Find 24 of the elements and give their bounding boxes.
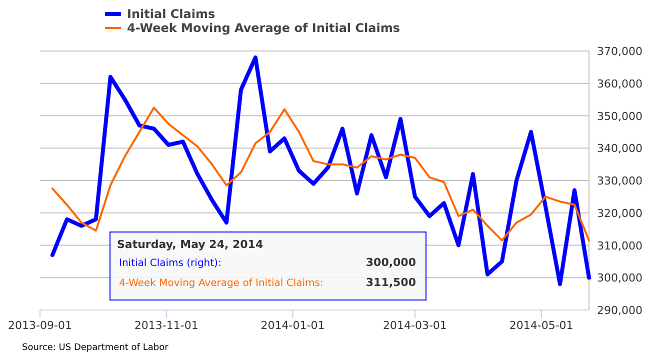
annotation: Saturday, May 24, 2014	[117, 238, 264, 251]
x-tick-label: 2013-09-01	[8, 319, 72, 332]
y-tick-label: 330,000	[597, 174, 642, 188]
x-tick-label: 2014-01-01	[260, 319, 325, 332]
line-series	[50, 55, 591, 286]
y-tick-label: 300,000	[597, 272, 642, 285]
annotation: 4-Week Moving Average of Initial Claims:	[119, 278, 324, 289]
x-tick-label: 2014-03-01	[383, 319, 447, 332]
y-tick-label: 310,000	[597, 239, 642, 252]
y-tick-label: 290,000	[597, 304, 642, 317]
y-tick-label: 360,000	[597, 77, 642, 90]
legend-label: 4-Week Moving Average of Initial Claims	[127, 21, 400, 35]
line-series	[51, 106, 590, 242]
annotation: Initial Claims (right):	[119, 258, 222, 269]
source-note: Source: US Department of Labor	[22, 343, 169, 353]
y-tick-label: 370,000	[597, 45, 642, 58]
y-tick-label: 340,000	[597, 142, 642, 156]
x-tick-label: 2014-05-01	[509, 319, 574, 332]
y-tick-label: 320,000	[597, 206, 642, 220]
legend-label: Initial Claims	[127, 7, 216, 21]
annotation: 300,000	[366, 256, 416, 269]
x-tick-label: 2013-11-01	[134, 319, 198, 332]
annotation: 311,500	[366, 276, 416, 289]
y-tick-label: 350,000	[597, 110, 642, 123]
